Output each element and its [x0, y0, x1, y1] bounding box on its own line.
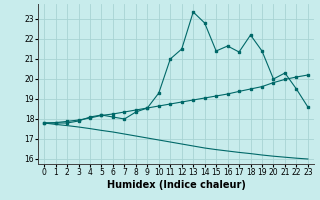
X-axis label: Humidex (Indice chaleur): Humidex (Indice chaleur) — [107, 180, 245, 190]
